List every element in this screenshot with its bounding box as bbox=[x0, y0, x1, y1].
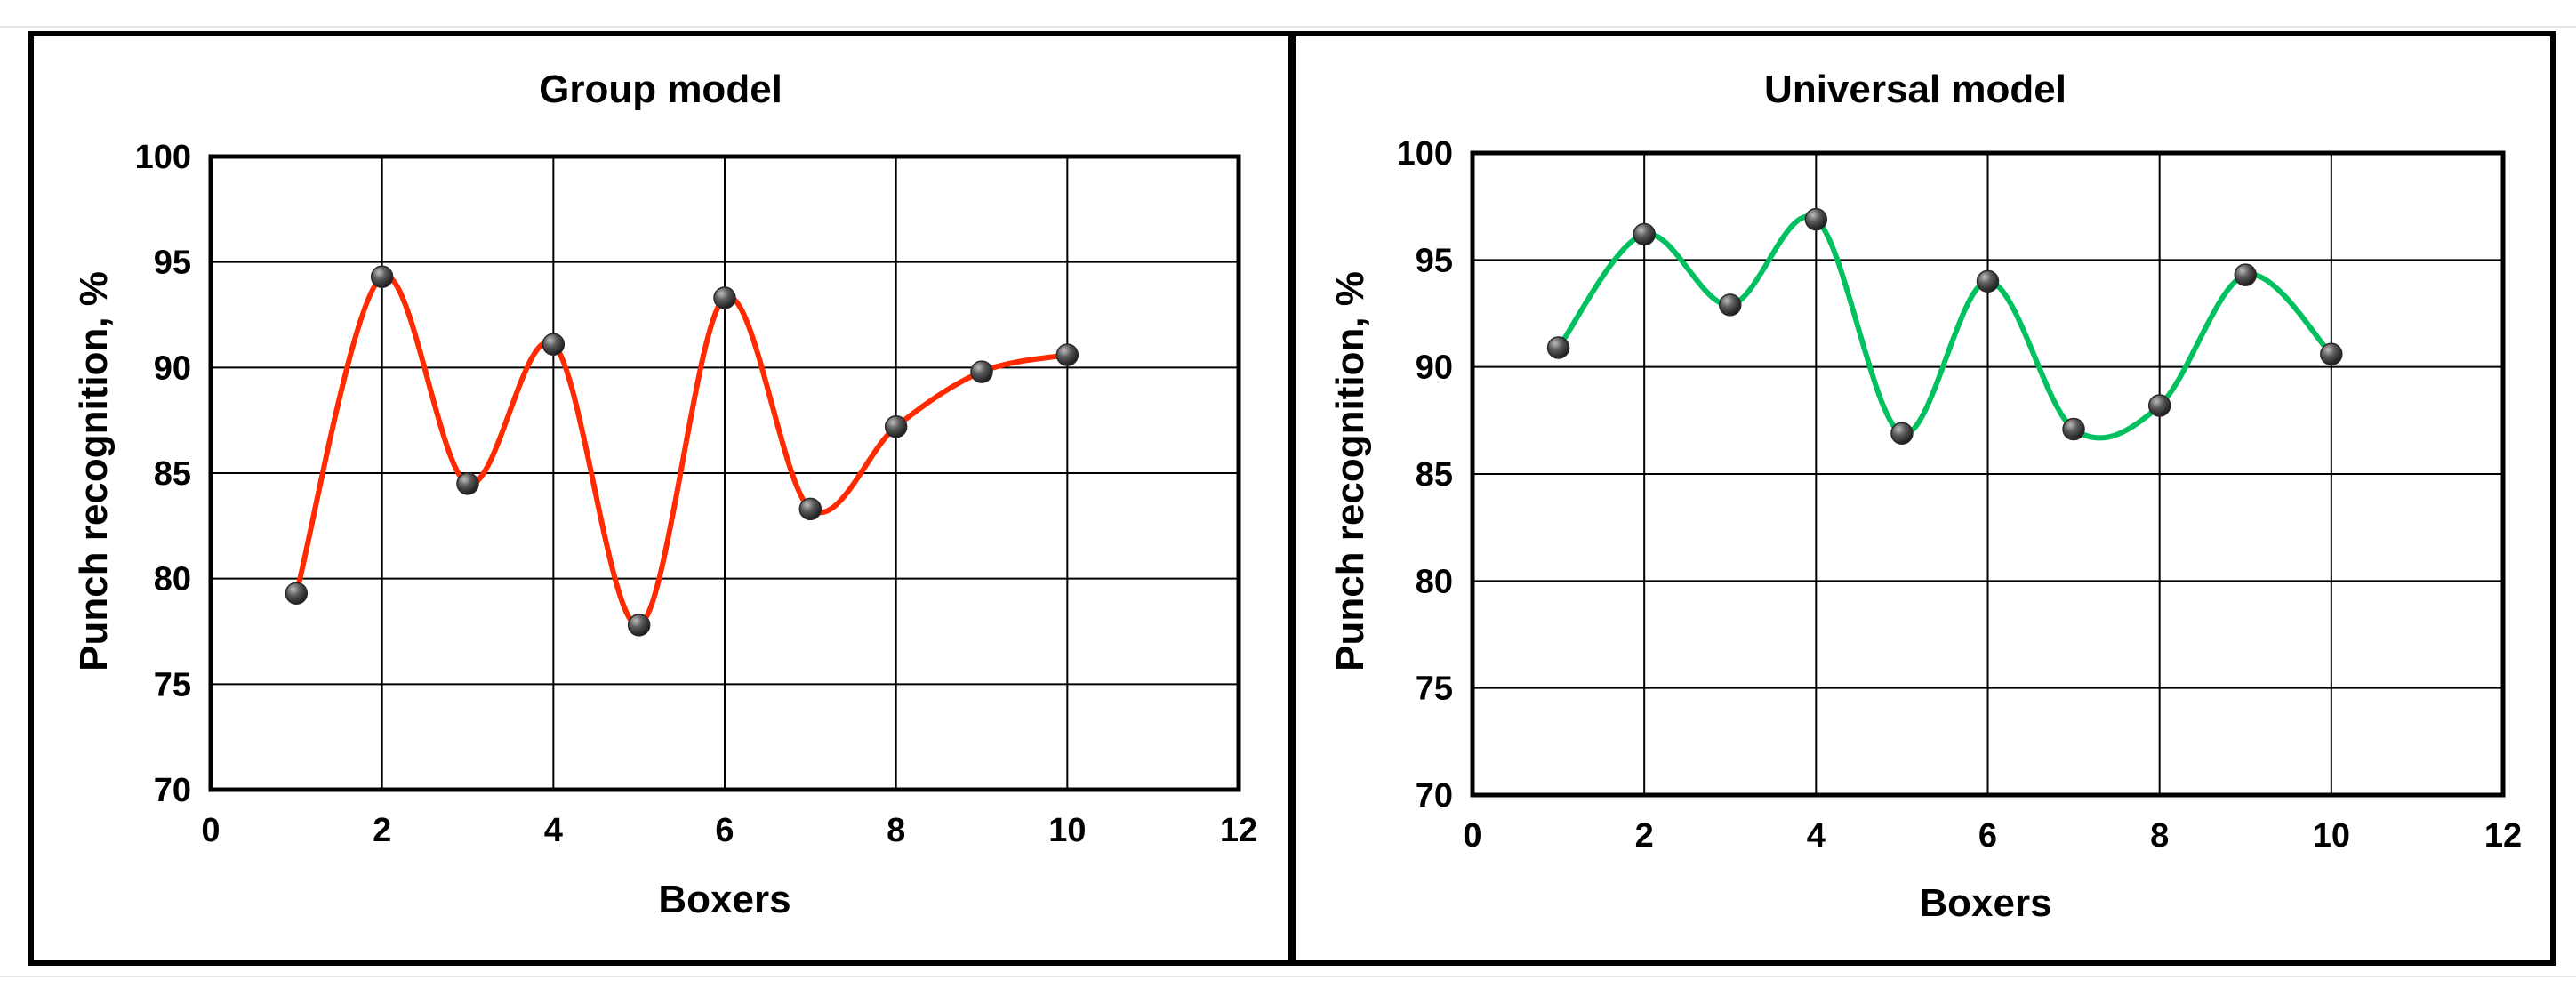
series-line bbox=[1555, 213, 2334, 441]
x-tick-label: 4 bbox=[1807, 817, 1826, 855]
x-tick-label: 6 bbox=[1978, 817, 1997, 855]
y-tick-label: 85 bbox=[1416, 456, 1453, 494]
chart-title: Universal model bbox=[1764, 68, 2066, 111]
y-tick-label: 70 bbox=[1416, 777, 1453, 815]
x-axis-label: Boxers bbox=[1919, 881, 2051, 925]
data-point bbox=[884, 415, 908, 438]
y-tick-label: 90 bbox=[154, 349, 191, 387]
x-tick-label: 0 bbox=[1463, 817, 1481, 855]
data-point bbox=[627, 614, 651, 637]
x-tick-label: 2 bbox=[373, 812, 391, 849]
plot-border bbox=[208, 154, 1241, 792]
x-tick-label: 10 bbox=[1048, 812, 1086, 849]
plot-border bbox=[1470, 150, 2506, 798]
x-tick-label: 0 bbox=[201, 812, 220, 849]
data-point bbox=[713, 286, 736, 309]
y-axis-label: Punch recognition, % bbox=[72, 271, 116, 671]
x-tick-label: 12 bbox=[1220, 812, 1257, 849]
y-tick-label: 85 bbox=[154, 455, 191, 493]
y-tick-label: 95 bbox=[1416, 242, 1453, 279]
data-point bbox=[1633, 222, 1656, 246]
plot-area: 0 2 4 6 8 10 12 70 75 80 85 90 95 100 bbox=[1397, 135, 2523, 855]
panel-universal-model: Universal model 0 2 4 6 8 10 12 70 75 80 85 90 95 100… bbox=[1291, 31, 2556, 966]
data-point bbox=[1055, 343, 1079, 366]
data-point bbox=[1719, 293, 1742, 317]
y-tick-label: 80 bbox=[154, 561, 191, 598]
x-tick-label: 2 bbox=[1635, 817, 1654, 855]
data-point bbox=[798, 497, 823, 521]
data-point bbox=[1976, 269, 2000, 293]
data-point bbox=[2147, 394, 2171, 417]
data-point bbox=[1890, 422, 1914, 446]
y-tick-label: 80 bbox=[1416, 563, 1453, 600]
data-point bbox=[1804, 207, 1828, 231]
data-point bbox=[370, 265, 394, 289]
data-point bbox=[2234, 263, 2257, 286]
x-tick-label: 4 bbox=[544, 812, 563, 849]
y-tick-label: 70 bbox=[154, 772, 191, 809]
data-point bbox=[1546, 336, 1570, 359]
y-axis-label: Punch recognition, % bbox=[1328, 271, 1372, 671]
y-tick-label: 75 bbox=[154, 666, 191, 703]
data-point bbox=[542, 333, 566, 356]
x-tick-label: 8 bbox=[2150, 817, 2169, 855]
y-tick-label: 100 bbox=[135, 139, 191, 176]
x-tick-label: 8 bbox=[887, 812, 905, 849]
data-point bbox=[2320, 342, 2343, 365]
panel-group-model: Group model 0 2 4 6 8 10 12 70 75 80 85 90 95 100 Box… bbox=[28, 31, 1294, 966]
x-tick-label: 6 bbox=[715, 812, 734, 849]
data-point bbox=[2062, 417, 2085, 441]
chart-title: Group model bbox=[539, 68, 782, 111]
x-tick-label: 12 bbox=[2484, 817, 2522, 855]
x-tick-label: 10 bbox=[2313, 817, 2350, 855]
data-point bbox=[456, 472, 479, 495]
y-tick-label: 75 bbox=[1416, 671, 1453, 708]
sheet-grid bbox=[0, 26, 2576, 977]
x-axis-label: Boxers bbox=[658, 878, 790, 921]
plot-area: 0 2 4 6 8 10 12 70 75 80 85 90 95 100 bbox=[135, 139, 1258, 849]
y-tick-label: 100 bbox=[1397, 135, 1453, 173]
data-point bbox=[970, 360, 993, 383]
y-tick-label: 95 bbox=[154, 245, 191, 282]
data-point bbox=[285, 582, 309, 606]
y-tick-label: 90 bbox=[1416, 349, 1453, 387]
